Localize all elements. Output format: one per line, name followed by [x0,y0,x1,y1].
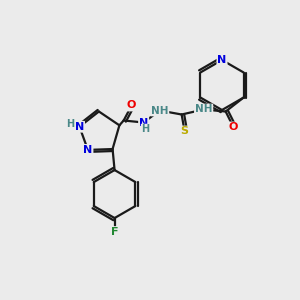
Text: N: N [83,145,92,155]
Text: O: O [127,100,136,110]
Text: O: O [229,122,238,133]
Text: F: F [111,227,118,237]
Text: NH: NH [195,104,212,115]
Text: NH: NH [151,106,168,116]
Text: S: S [181,127,189,136]
Text: N: N [75,122,84,132]
Text: H: H [66,119,74,129]
Text: N: N [139,118,148,128]
Text: N: N [218,55,226,65]
Text: H: H [142,124,150,134]
